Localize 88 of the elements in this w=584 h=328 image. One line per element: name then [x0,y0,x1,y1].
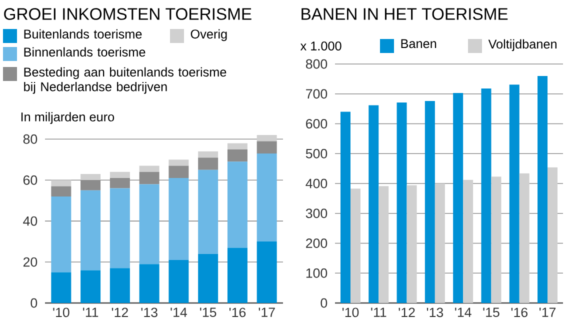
bar [227,149,248,162]
bar [227,248,248,303]
x-tick-label: '15 [200,308,216,318]
bar [110,268,130,303]
bar [198,151,218,158]
bar [491,176,502,303]
y-tick-label: 500 [306,148,328,158]
y-tick-label: 20 [23,257,38,267]
bar [51,180,72,186]
y-axis-title: x 1.000 [300,42,342,50]
x-tick-label: '15 [483,308,500,318]
bar [509,84,520,303]
legend-label: Besteding aan buitenlands toerisme bij Nederlandse bedrijven [24,67,226,94]
bar [481,88,492,303]
bar [424,101,435,303]
y-tick-label: 400 [306,178,328,188]
chart-title: BANEN IN HET TOERISME [302,8,508,20]
bar [168,178,189,260]
x-tick-label: '13 [141,308,158,318]
legend-label: Buitenlands toerisme [24,29,142,39]
bar [198,158,218,170]
bar [406,185,417,303]
x-tick-label: '11 [83,308,98,317]
bar [538,76,548,303]
bar [168,166,189,178]
bar [548,167,558,303]
y-tick-label: 80 [23,134,38,144]
y-tick-label: 60 [23,175,38,185]
bar [110,172,130,178]
y-tick-label: 300 [306,208,328,218]
bar [139,172,160,184]
y-tick-label: 600 [306,119,328,128]
bar [256,135,277,142]
x-tick-label: '10 [53,308,70,318]
x-tick-label: '16 [511,308,528,318]
legend-label: Binnenlands toerisme [24,47,146,57]
y-tick-label: 40 [23,216,38,226]
x-tick-label: '13 [426,308,444,318]
y-tick-label: 100 [306,268,328,278]
x-tick-label: '11 [371,308,386,317]
bar [434,184,445,303]
bar [168,260,189,303]
bar [453,92,464,303]
bar [350,188,360,303]
x-tick-label: '14 [455,308,472,317]
legend-label: Overig [190,29,227,42]
bar [168,160,189,166]
bar [80,180,101,190]
bar [256,242,277,303]
bar [80,190,101,270]
x-tick-label: '14 [170,308,187,317]
y-tick-label: 0 [320,298,328,308]
bar [51,272,72,303]
bar [51,186,72,196]
y-tick-label: 200 [306,238,328,248]
x-tick-label: '17 [258,308,275,317]
bar [110,188,130,268]
bar [51,196,72,272]
bar [110,178,130,188]
bar [227,162,248,248]
bar [80,174,101,180]
x-tick-label: '17 [540,308,556,317]
y-tick-label: 700 [306,89,328,99]
bar [378,186,389,303]
y-tick-label: 800 [306,59,328,69]
bar [139,264,160,303]
bar [80,270,101,303]
bar [463,180,474,303]
x-tick-label: '12 [398,308,415,318]
bar [198,170,218,254]
bar [198,254,218,303]
y-axis-title: In miljarden euro [21,112,114,124]
bar [139,184,160,264]
legend-label: Banen [401,39,436,48]
bar [227,143,248,150]
bar [519,173,530,303]
bar [340,112,350,303]
bar [139,166,160,172]
x-tick-label: '10 [342,308,359,318]
y-tick-label: 0 [30,298,38,308]
bar [256,153,277,242]
bar [368,105,379,303]
bar [396,102,407,303]
x-tick-label: '12 [112,308,128,318]
x-tick-label: '16 [229,308,246,318]
bar [256,141,277,154]
legend-label: Voltijdbanen [488,39,556,52]
chart-title: GROEI INKOMSTEN TOERISME [4,8,252,20]
